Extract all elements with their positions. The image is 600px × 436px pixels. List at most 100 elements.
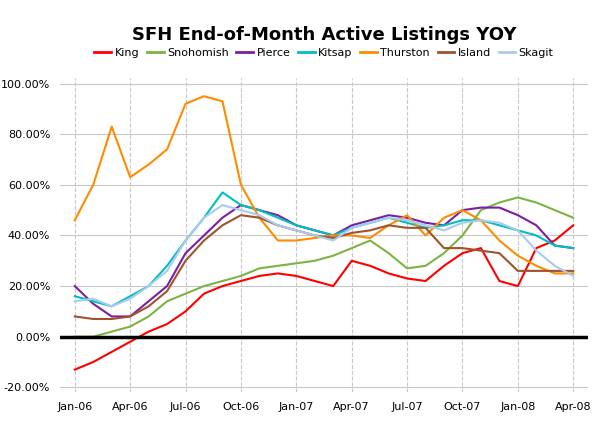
Snohomish [551, 208, 559, 213]
Island [219, 223, 226, 228]
Skagit [108, 304, 115, 309]
Kitsap [238, 202, 245, 208]
King [440, 263, 448, 269]
Thurston [163, 147, 170, 152]
Snohomish [514, 195, 521, 200]
Pierce [440, 223, 448, 228]
Thurston [71, 218, 79, 223]
Pierce [71, 283, 79, 289]
King [145, 329, 152, 334]
Island [422, 225, 429, 231]
Thurston [108, 124, 115, 129]
Kitsap [274, 215, 281, 220]
Snohomish [329, 253, 337, 258]
King [256, 273, 263, 279]
Snohomish [311, 258, 319, 263]
Kitsap [108, 304, 115, 309]
Island [89, 317, 97, 322]
Line: Thurston: Thurston [75, 96, 573, 273]
King [163, 321, 170, 327]
Skagit [514, 228, 521, 233]
Legend: King, Snohomish, Pierce, Kitsap, Thurston, Island, Skagit: King, Snohomish, Pierce, Kitsap, Thursto… [90, 43, 558, 62]
Snohomish [274, 263, 281, 269]
Island [163, 289, 170, 294]
Island [71, 314, 79, 319]
Snohomish [200, 283, 208, 289]
Pierce [293, 223, 300, 228]
Skagit [163, 268, 170, 273]
Title: SFH End-of-Month Active Listings YOY: SFH End-of-Month Active Listings YOY [132, 26, 516, 44]
Snohomish [127, 324, 134, 329]
Snohomish [478, 208, 485, 213]
King [127, 339, 134, 344]
King [108, 349, 115, 354]
Pierce [514, 213, 521, 218]
Kitsap [89, 299, 97, 304]
Thurston [127, 174, 134, 180]
Thurston [329, 233, 337, 238]
Skagit [478, 218, 485, 223]
Thurston [238, 182, 245, 187]
Pierce [403, 215, 410, 220]
Pierce [108, 314, 115, 319]
Island [367, 228, 374, 233]
Island [514, 268, 521, 273]
Island [145, 304, 152, 309]
Skagit [403, 218, 410, 223]
King [329, 283, 337, 289]
Skagit [219, 202, 226, 208]
King [403, 276, 410, 281]
Snohomish [569, 215, 577, 220]
Kitsap [440, 223, 448, 228]
Thurston [367, 235, 374, 241]
King [459, 251, 466, 256]
Snohomish [219, 279, 226, 284]
Thurston [293, 238, 300, 243]
Pierce [89, 301, 97, 307]
Thurston [496, 238, 503, 243]
Kitsap [514, 228, 521, 233]
Kitsap [459, 218, 466, 223]
Island [459, 245, 466, 251]
Kitsap [551, 243, 559, 248]
Pierce [367, 218, 374, 223]
Skagit [440, 228, 448, 233]
Island [200, 238, 208, 243]
Thurston [182, 101, 189, 106]
King [385, 271, 392, 276]
Kitsap [256, 208, 263, 213]
Thurston [256, 215, 263, 220]
Pierce [238, 202, 245, 208]
Kitsap [403, 220, 410, 225]
Thurston [89, 182, 97, 187]
Thurston [533, 263, 540, 269]
Kitsap [385, 215, 392, 220]
Kitsap [422, 225, 429, 231]
Kitsap [569, 245, 577, 251]
Skagit [551, 263, 559, 269]
Island [274, 223, 281, 228]
Pierce [219, 215, 226, 220]
Snohomish [403, 266, 410, 271]
Island [385, 223, 392, 228]
Skagit [311, 233, 319, 238]
Kitsap [329, 233, 337, 238]
Island [533, 268, 540, 273]
Line: Island: Island [75, 215, 573, 319]
Thurston [403, 213, 410, 218]
Skagit [348, 225, 355, 231]
Line: Kitsap: Kitsap [75, 192, 573, 307]
Island [182, 258, 189, 263]
Pierce [274, 213, 281, 218]
Island [551, 268, 559, 273]
Island [569, 268, 577, 273]
Skagit [422, 223, 429, 228]
Kitsap [293, 223, 300, 228]
Skagit [293, 228, 300, 233]
Island [496, 251, 503, 256]
King [200, 291, 208, 296]
Skagit [256, 213, 263, 218]
King [348, 258, 355, 263]
Line: King: King [75, 225, 573, 370]
Pierce [478, 205, 485, 210]
